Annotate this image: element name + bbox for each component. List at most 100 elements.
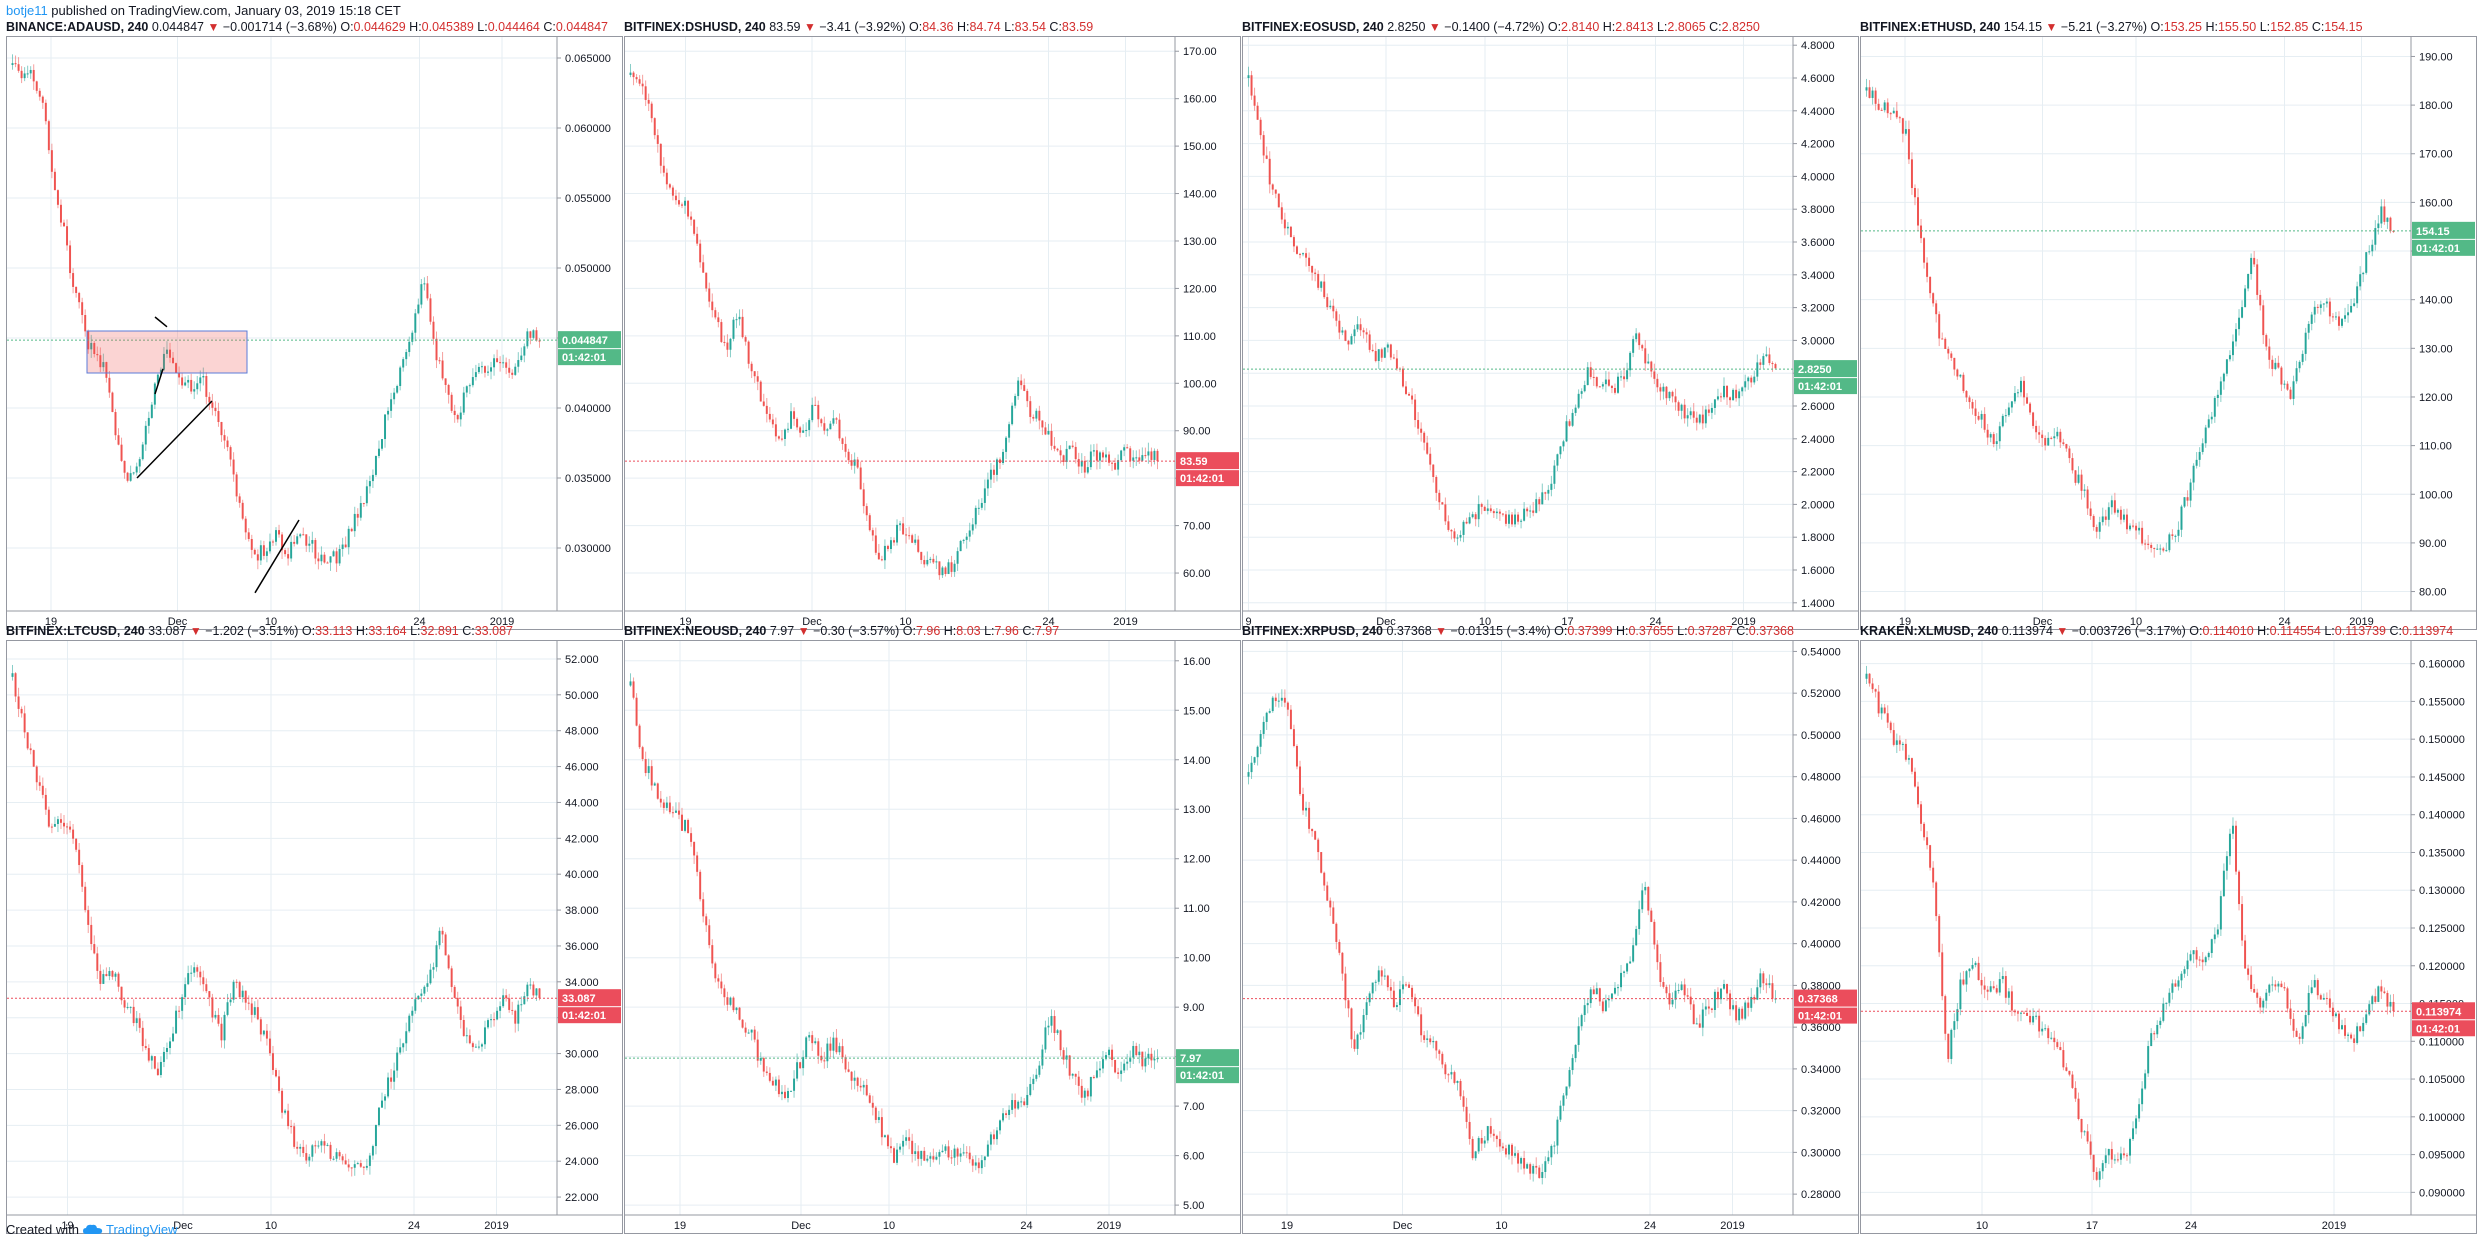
- trend-line[interactable]: [154, 368, 164, 395]
- trend-line[interactable]: [154, 316, 168, 328]
- chart-panel[interactable]: BITFINEX:DSHUSD, 240 83.59 ▼ −3.41 (−3.9…: [624, 18, 1241, 630]
- candle: [2341, 1019, 2343, 1030]
- candle-body: [2222, 870, 2225, 897]
- candle-body: [1062, 455, 1065, 463]
- tradingview-link[interactable]: TradingView: [82, 1222, 178, 1237]
- candle: [2280, 980, 2283, 988]
- candle-body: [2359, 1026, 2362, 1032]
- candle-body: [2135, 1118, 2138, 1129]
- candle-body: [1311, 828, 1314, 832]
- candle-body: [1126, 447, 1129, 449]
- chart-panel[interactable]: BINANCE:ADAUSD, 240 0.044847 ▼ −0.001714…: [6, 18, 623, 630]
- candle: [1365, 328, 1368, 343]
- chart-svg[interactable]: 4.80004.60004.40004.20004.00003.80003.60…: [1243, 37, 1858, 629]
- y-axis[interactable]: 0.1600000.1550000.1500000.1450000.140000…: [2411, 659, 2465, 1200]
- candle: [1095, 1061, 1098, 1079]
- y-axis[interactable]: 16.0015.0014.0013.0012.0011.0010.009.008…: [1175, 656, 1211, 1212]
- candle: [144, 420, 147, 451]
- y-axis[interactable]: 0.0650000.0600000.0550000.0500000.045000…: [557, 53, 611, 555]
- candle: [393, 1062, 396, 1090]
- candle: [459, 1000, 462, 1029]
- candle: [1292, 724, 1295, 748]
- ohlc-key-c: C:: [1709, 20, 1722, 34]
- candle: [2165, 1002, 2168, 1010]
- x-axis[interactable]: 19 Dec 10 24 2019: [1899, 616, 2374, 628]
- candle: [908, 526, 911, 540]
- highlight-rectangle[interactable]: [86, 330, 248, 374]
- chart-svg[interactable]: 190.00180.00170.00160.00150.00140.00130.…: [1861, 37, 2476, 629]
- y-axis[interactable]: 0.540000.520000.500000.480000.460000.440…: [1793, 646, 1841, 1201]
- chart-frame[interactable]: 16.0015.0014.0013.0012.0011.0010.009.008…: [624, 640, 1241, 1234]
- candle: [2216, 389, 2219, 407]
- chart-svg[interactable]: 0.0650000.0600000.0550000.0500000.045000…: [7, 37, 622, 629]
- x-axis[interactable]: 19 Dec 10 24 2019: [1281, 1220, 1745, 1232]
- trend-line[interactable]: [136, 400, 213, 479]
- candle: [1095, 443, 1098, 470]
- chart-svg[interactable]: 170.00160.00150.00140.00130.00120.00110.…: [625, 37, 1240, 629]
- candle-body: [1741, 387, 1744, 392]
- candle-body: [1259, 119, 1262, 136]
- y-tick-label: 0.110000: [2419, 1036, 2464, 1048]
- candle-body: [1083, 460, 1086, 473]
- candle: [1080, 1079, 1083, 1103]
- candle: [732, 996, 735, 1013]
- candle: [162, 1046, 165, 1068]
- x-axis[interactable]: 10 17 24 2019: [1976, 1220, 2346, 1232]
- y-tick-label: 0.135000: [2419, 847, 2465, 859]
- candle-body: [1086, 467, 1089, 473]
- y-axis[interactable]: 170.00160.00150.00140.00130.00120.00110.…: [1175, 46, 1217, 580]
- candle: [229, 993, 232, 1006]
- y-tick-label: 0.28000: [1801, 1189, 1841, 1201]
- user-drawings[interactable]: [86, 316, 300, 594]
- candle-body: [941, 1150, 944, 1153]
- candle-body: [1938, 314, 1941, 339]
- candle-body: [1492, 1133, 1495, 1136]
- candle: [423, 277, 426, 291]
- candle-body: [211, 402, 214, 408]
- chart-panel[interactable]: BITFINEX:EOSUSD, 240 2.8250 ▼ −0.1400 (−…: [1242, 18, 1859, 630]
- chart-panel[interactable]: KRAKEN:XLMUSD, 240 0.113974 ▼ −0.003726 …: [1860, 622, 2477, 1234]
- chart-svg[interactable]: 52.00050.00048.00046.00044.00042.00040.0…: [7, 641, 622, 1233]
- candle-body: [2071, 458, 2074, 471]
- candle: [538, 338, 541, 348]
- y-axis[interactable]: 52.00050.00048.00046.00044.00042.00040.0…: [557, 654, 599, 1204]
- chart-panel[interactable]: BITFINEX:LTCUSD, 240 33.087 ▼ −1.202 (−3…: [6, 622, 623, 1234]
- chart-frame[interactable]: 0.0650000.0600000.0550000.0500000.045000…: [6, 36, 623, 630]
- x-axis[interactable]: 19 Dec 10 24 2019: [674, 1220, 1121, 1232]
- chart-svg[interactable]: 0.1600000.1550000.1500000.1450000.140000…: [1861, 641, 2476, 1233]
- candle: [1535, 1157, 1538, 1175]
- candle: [1501, 513, 1504, 517]
- author-link[interactable]: botje11: [6, 3, 48, 18]
- candle-body: [2004, 976, 2007, 998]
- chart-frame[interactable]: 190.00180.00170.00160.00150.00140.00130.…: [1860, 36, 2477, 630]
- x-axis[interactable]: 19 Dec 10 24 2019: [61, 1220, 508, 1232]
- candle-body: [1414, 997, 1417, 1007]
- candle: [1014, 1093, 1017, 1118]
- candle: [1747, 996, 1750, 1017]
- x-axis[interactable]: 19 Dec 10 24 2019: [45, 616, 514, 628]
- candle: [723, 984, 726, 1006]
- chart-panel[interactable]: BITFINEX:XRPUSD, 240 0.37368 ▼ −0.01315 …: [1242, 622, 1859, 1234]
- chart-panel[interactable]: BITFINEX:NEOUSD, 240 7.97 ▼ −0.30 (−3.57…: [624, 622, 1241, 1234]
- candle: [493, 1012, 496, 1027]
- y-axis[interactable]: 4.80004.60004.40004.20004.00003.80003.60…: [1793, 40, 1835, 610]
- chart-frame[interactable]: 0.54000 0.52000 0.50000 0.48000 0.46000 0.440…: [1242, 640, 1859, 1234]
- candle-body: [2235, 825, 2237, 872]
- candle-body: [2250, 257, 2253, 274]
- chart-frame[interactable]: 170.00 160.00 150.00 140.00 130.00 120.00 110.…: [624, 36, 1241, 630]
- trend-line[interactable]: [254, 519, 300, 594]
- candle-body: [432, 321, 435, 339]
- candle: [1683, 399, 1686, 424]
- candle: [377, 1107, 380, 1127]
- chart-svg[interactable]: 0.540000.520000.500000.480000.460000.440…: [1243, 641, 1858, 1233]
- chart-frame[interactable]: 4.8000 4.6000 4.4000 4.2000 4.0000 3.8000 3.60…: [1242, 36, 1859, 630]
- chart-svg[interactable]: 16.0015.0014.0013.0012.0011.0010.009.008…: [625, 641, 1240, 1233]
- x-axis[interactable]: 19 Dec 10 24 2019: [679, 616, 1137, 628]
- chart-frame[interactable]: 0.160000 0.155000 0.150000 0.145000 0.140000…: [1860, 640, 2477, 1234]
- y-axis[interactable]: 190.00180.00170.00160.00150.00140.00130.…: [2411, 51, 2453, 599]
- candle: [768, 407, 771, 423]
- y-tick-label: 2.0000: [1801, 499, 1835, 511]
- chart-panel[interactable]: BITFINEX:ETHUSD, 240 154.15 ▼ −5.21 (−3.…: [1860, 18, 2477, 630]
- x-axis[interactable]: 9 Dec 10 17 24 2019: [1245, 616, 1755, 628]
- chart-frame[interactable]: 52.000 50.000 48.000 46.000 44.000 42.000 40.0…: [6, 640, 623, 1234]
